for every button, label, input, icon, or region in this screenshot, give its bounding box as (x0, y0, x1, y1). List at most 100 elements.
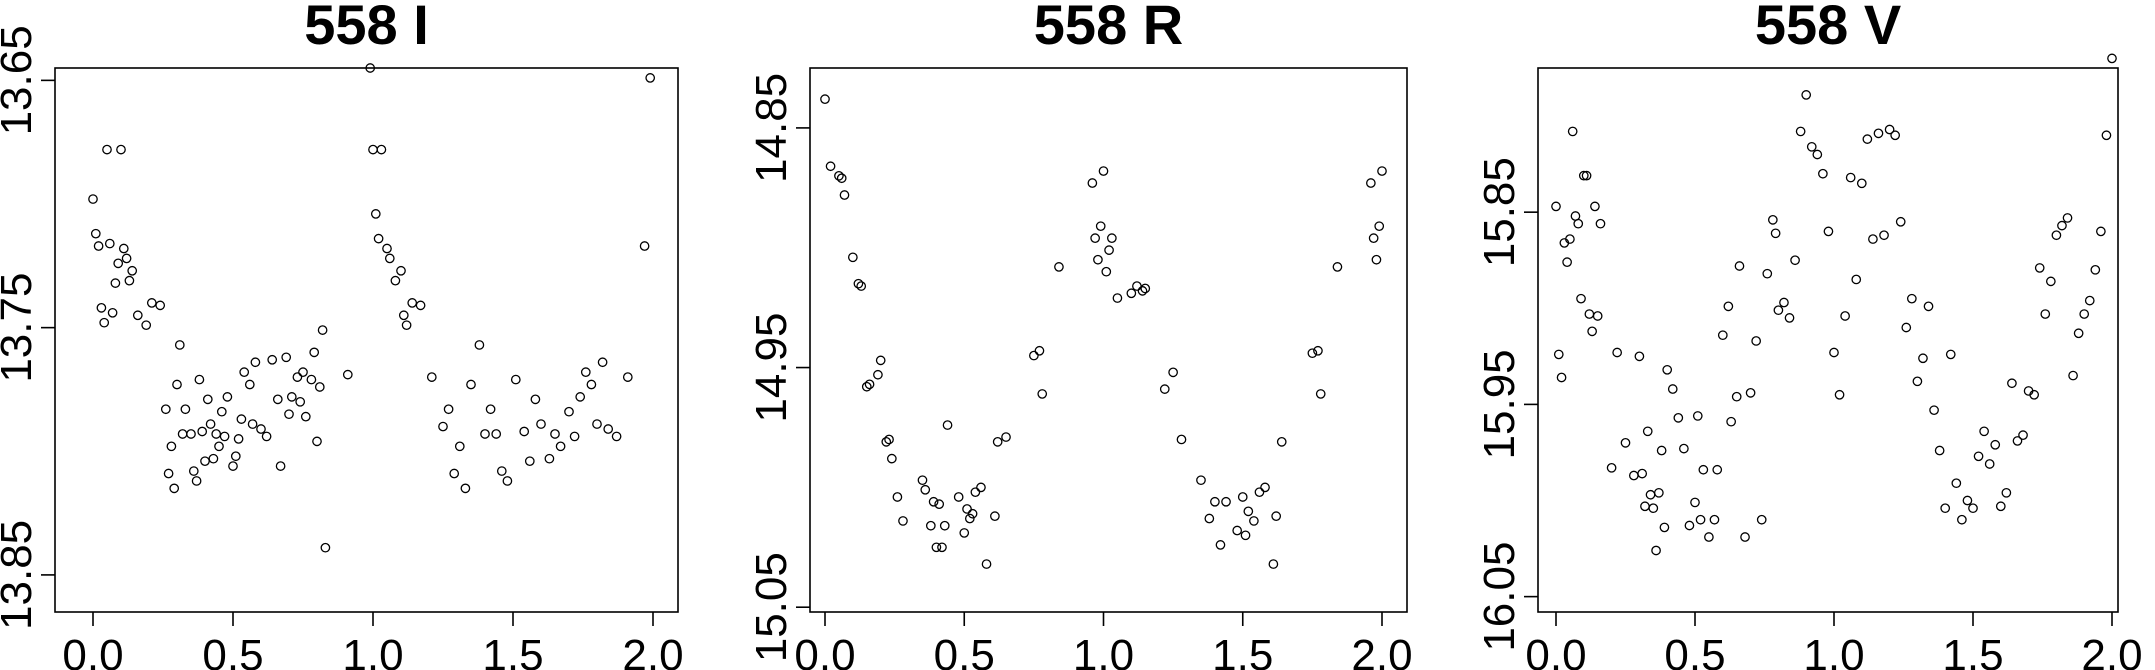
data-point (1731, 391, 1742, 402)
data-point (474, 340, 485, 350)
data-point (1717, 330, 1728, 341)
x-tick-label: 0.5 (202, 631, 263, 670)
data-point (1723, 301, 1734, 312)
data-point (1271, 511, 1282, 521)
data-point (1834, 389, 1845, 400)
data-point (1640, 501, 1650, 512)
data-point (1745, 388, 1756, 398)
data-point (93, 241, 104, 251)
y-tick-label: 15.85 (1475, 157, 1524, 267)
data-point (1823, 226, 1834, 237)
data-point (1087, 178, 1098, 188)
data-point (1779, 297, 1789, 308)
data-point (191, 476, 202, 486)
data-point (121, 253, 132, 264)
data-point (99, 317, 110, 328)
data-point (116, 144, 126, 155)
data-point (1773, 305, 1784, 316)
data-point (382, 243, 392, 254)
data-point (415, 300, 426, 311)
data-point (1562, 257, 1572, 267)
data-point (502, 476, 513, 486)
data-point (1829, 347, 1839, 358)
data-point (460, 483, 471, 494)
data-point (1895, 216, 1906, 227)
data-point (881, 437, 892, 447)
data-point (317, 325, 328, 335)
data-point (1890, 130, 1901, 141)
data-point (1645, 489, 1656, 500)
data-point (2090, 264, 2101, 275)
data-point (208, 453, 219, 464)
data-point (228, 461, 238, 471)
y-tick-label: 14.85 (747, 73, 796, 183)
data-point (1659, 522, 1670, 533)
data-point (1851, 274, 1862, 285)
data-point (1784, 313, 1795, 323)
data-point (925, 520, 936, 531)
data-point (873, 369, 883, 380)
y-tick-label: 15.05 (747, 552, 796, 662)
data-point (1371, 254, 1382, 265)
data-point (836, 173, 847, 184)
data-point (1001, 432, 1011, 442)
data-point (1037, 389, 1048, 399)
data-point (953, 492, 964, 502)
data-point (1377, 166, 1387, 176)
data-point (2101, 130, 2112, 141)
data-point (247, 419, 258, 429)
data-point (216, 406, 227, 417)
data-point (2051, 230, 2062, 241)
data-point (107, 307, 118, 318)
data-point (569, 431, 580, 442)
data-point (1137, 286, 1148, 296)
data-point (1578, 170, 1589, 181)
data-point (1313, 345, 1323, 356)
data-point (396, 265, 406, 276)
plot-frame (1537, 67, 2119, 613)
data-point (1132, 281, 1142, 291)
data-point (564, 406, 574, 417)
x-tick-label: 1.5 (482, 631, 543, 670)
data-point (575, 392, 586, 402)
chart-title: 558 I (304, 0, 429, 56)
data-point (233, 434, 244, 444)
y-tick-label: 13.65 (0, 25, 41, 135)
data-point (1240, 530, 1251, 541)
data-point (555, 441, 566, 452)
chart-panel: 558 V 0.0 0.5 1.0 1.5 2.0 15.85 15.95 16.05 (1475, 0, 2143, 670)
data-point (898, 516, 908, 526)
x-tick-label: 0.0 (794, 631, 855, 670)
data-point (1984, 459, 1995, 469)
data-point (834, 170, 844, 181)
data-point (592, 419, 602, 429)
data-point (1770, 228, 1781, 239)
y-tick-label: 13.75 (0, 273, 41, 383)
y-tick-label: 13.85 (0, 520, 41, 630)
data-point (1612, 347, 1623, 358)
data-point (197, 426, 208, 437)
data-point (286, 392, 297, 402)
data-point (928, 496, 939, 507)
data-point (491, 429, 502, 439)
data-point (1221, 496, 1231, 507)
data-point (1590, 201, 1600, 212)
data-point (1862, 134, 1873, 144)
data-point (188, 466, 199, 476)
data-point (622, 372, 633, 382)
data-point (2029, 389, 2040, 400)
x-tick-label: 1.5 (1212, 631, 1273, 670)
data-point (1918, 353, 1928, 364)
data-point (2073, 328, 2084, 339)
data-point (886, 453, 897, 464)
data-point (1806, 141, 1817, 152)
data-point (485, 404, 496, 415)
data-point (2045, 276, 2056, 287)
data-point (401, 320, 412, 331)
data-point (202, 394, 213, 405)
data-point (1126, 288, 1137, 299)
data-point (141, 320, 152, 331)
data-point (1366, 178, 1376, 188)
data-point (1684, 520, 1695, 531)
